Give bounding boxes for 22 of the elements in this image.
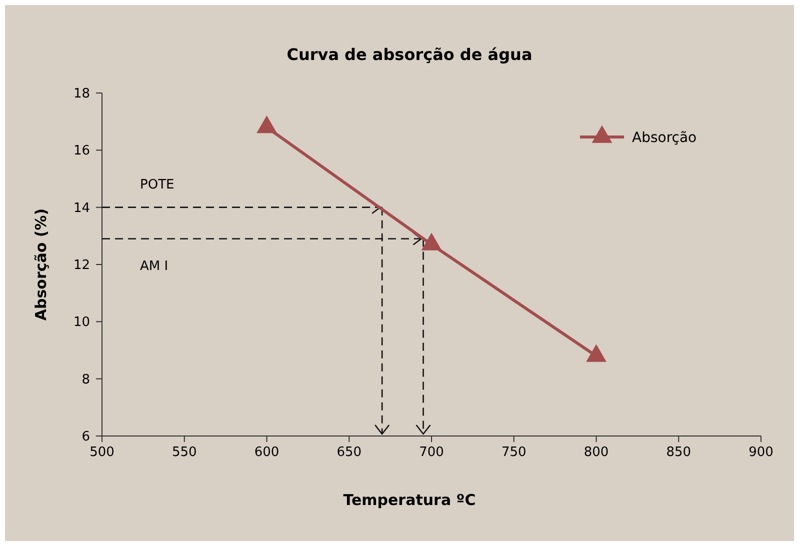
x-tick-label: 700 [419, 445, 444, 460]
y-tick-label: 12 [73, 258, 90, 274]
ref-line-label: POTE [140, 177, 174, 192]
y-tick-label: 14 [73, 200, 90, 216]
y-tick-label: 6 [82, 430, 90, 445]
legend-label: Absorção [632, 130, 697, 146]
x-tick-label: 800 [584, 445, 609, 460]
y-tick-label: 16 [73, 144, 90, 159]
chart-title: Curva de absorção de água [286, 45, 532, 64]
x-tick-label: 600 [254, 445, 280, 460]
ref-line-label: AM I [140, 258, 168, 274]
x-tick-label: 900 [748, 445, 774, 460]
x-tick-label: 850 [666, 445, 692, 460]
x-tick-label: 500 [90, 445, 114, 460]
y-tick-label: 18 [73, 86, 90, 102]
y-tick-label: 10 [73, 315, 90, 330]
x-tick-label: 550 [172, 445, 197, 460]
x-axis-title: Temperatura ºC [343, 491, 476, 509]
x-tick-label: 750 [501, 445, 526, 460]
x-tick-label: 650 [336, 445, 362, 460]
y-tick-label: 8 [82, 372, 90, 388]
y-axis-title: Absorção (%) [32, 208, 50, 321]
